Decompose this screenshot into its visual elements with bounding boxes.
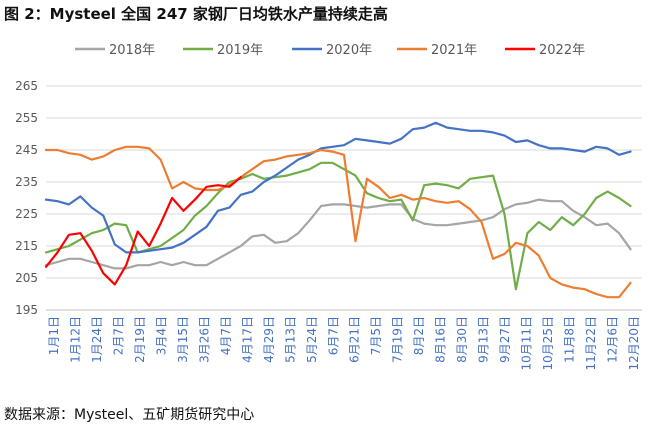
series-line (44, 176, 242, 286)
y-tick-label: 215 (15, 239, 38, 253)
x-tick-label: 2月19日 (133, 316, 147, 363)
y-tick-label: 245 (15, 143, 38, 157)
series-line (44, 121, 632, 254)
x-tick-label: 5月13日 (283, 316, 297, 363)
chart-title: 图 2：Mysteel 全国 247 家钢厂日均铁水产量持续走高 (4, 5, 388, 23)
x-tick-label: 10月25日 (541, 316, 555, 371)
legend-label: 2019年 (217, 43, 263, 58)
x-tick-label: 2月7日 (111, 316, 125, 355)
y-tick-label: 195 (15, 303, 38, 317)
x-tick-label: 3月4日 (154, 316, 168, 355)
series-line (44, 145, 632, 299)
legend: 2018年 2019年 2020年 2021年 2022年 (75, 43, 585, 58)
x-tick-label: 6月7日 (326, 316, 340, 355)
legend-label: 2018年 (109, 43, 155, 58)
x-tick-label: 11月22日 (584, 316, 598, 371)
y-tick-label: 255 (15, 111, 38, 125)
legend-label: 2022年 (539, 43, 585, 58)
x-tick-label: 4月17日 (240, 316, 254, 363)
y-tick-label: 265 (15, 79, 38, 93)
x-tick-label: 12月6日 (606, 316, 620, 363)
series-line (44, 198, 632, 270)
x-tick-label: 7月5日 (369, 316, 383, 355)
y-tick-label: 235 (15, 175, 38, 189)
x-tick-label: 5月24日 (305, 316, 319, 363)
x-tick-label: 1月12日 (68, 316, 82, 363)
x-tick-label: 1月24日 (90, 316, 104, 363)
x-tick-label: 8月30日 (455, 316, 469, 363)
x-tick-label: 1月1日 (47, 316, 61, 355)
x-tick-label: 8月2日 (412, 316, 426, 355)
x-tick-label: 9月27日 (498, 316, 512, 363)
x-axis: 1月1日 1月12日 1月24日 2月7日 2月19日 3月4日 3月15日 3月26日 4月7… (46, 309, 642, 371)
x-tick-label: 4月7日 (219, 316, 233, 355)
y-tick-label: 225 (15, 207, 38, 221)
x-tick-label: 9月13日 (477, 316, 491, 363)
y-tick-label: 205 (15, 271, 38, 285)
x-tick-label: 12月20日 (627, 316, 641, 371)
x-tick-label: 10月11日 (520, 316, 534, 371)
grid-lines (46, 85, 642, 311)
x-tick-label: 8月16日 (434, 316, 448, 363)
legend-label: 2021年 (431, 43, 477, 58)
x-tick-label: 6月21日 (348, 316, 362, 363)
x-tick-label: 4月29日 (262, 316, 276, 363)
x-tick-label: 3月26日 (197, 316, 211, 363)
x-tick-label: 3月15日 (176, 316, 190, 363)
source-note: 数据来源：Mysteel、五矿期货研究中心 (4, 407, 255, 423)
x-tick-label: 11月8日 (563, 316, 577, 363)
x-tick-label: 7月19日 (391, 316, 405, 363)
series-lines (44, 121, 632, 299)
legend-label: 2020年 (326, 43, 372, 58)
y-axis: 195 205 215 225 235 245 255 265 (15, 79, 38, 317)
